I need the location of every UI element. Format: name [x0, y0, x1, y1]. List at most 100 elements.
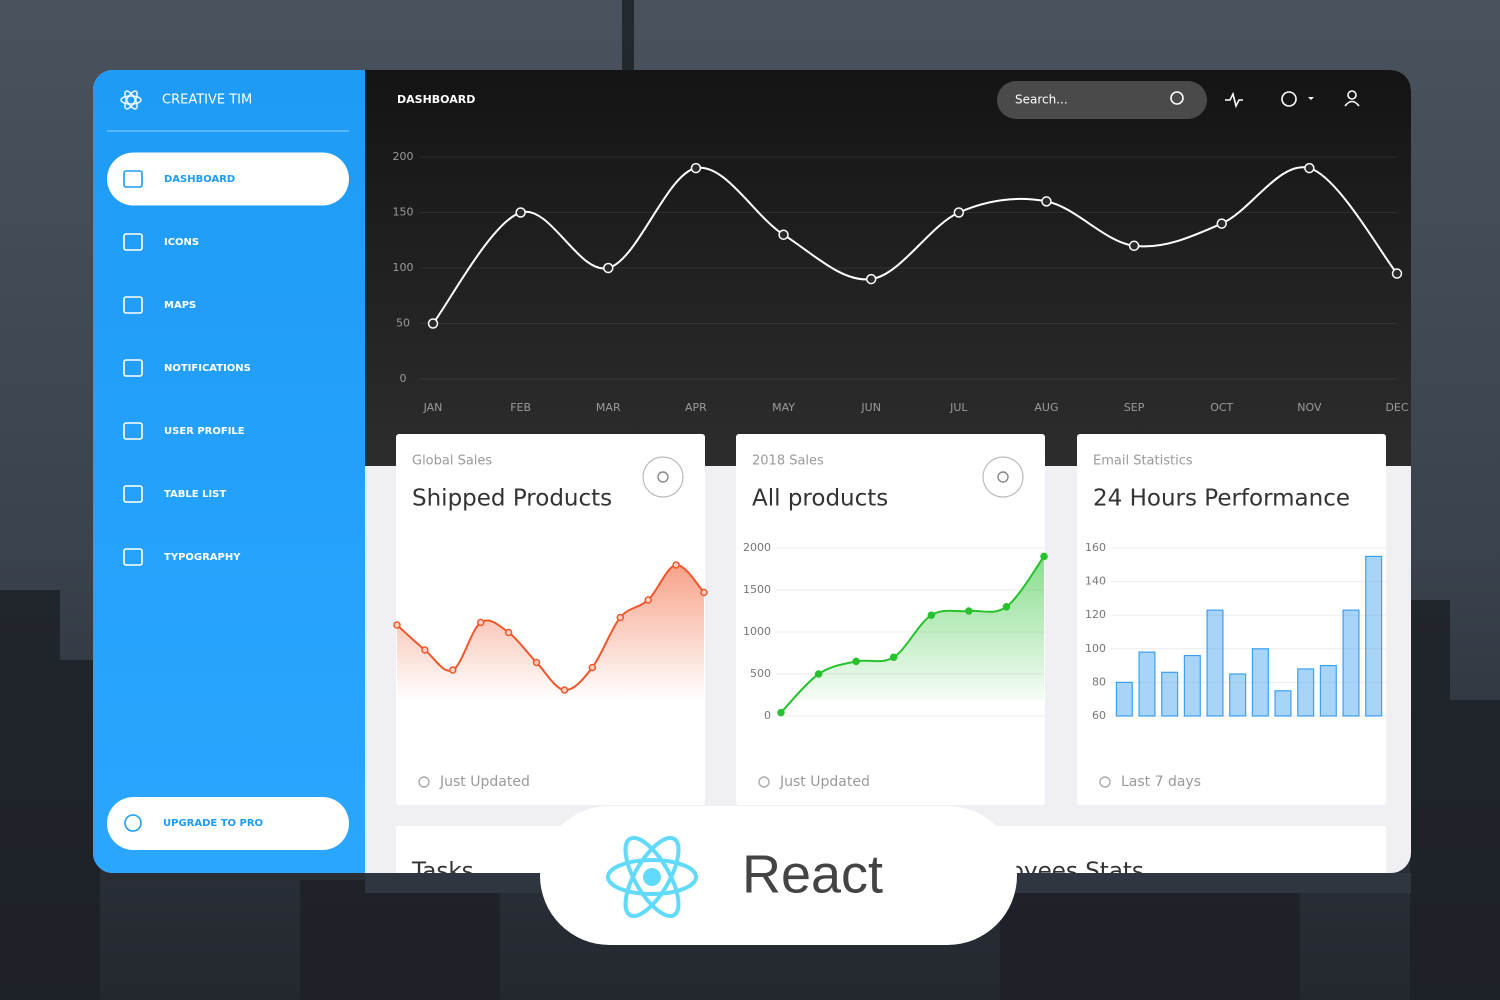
point	[852, 657, 860, 666]
card-title: All products	[752, 486, 888, 512]
point	[603, 262, 614, 274]
bar	[1206, 609, 1224, 717]
point	[504, 628, 513, 637]
main-chart: 0 50 100 150 200 JAN FEB MAR APR MAY JUN JUL AUG SEP O…	[393, 150, 1409, 414]
bar	[1161, 671, 1179, 717]
point	[1128, 240, 1140, 252]
nav-icon	[123, 359, 143, 377]
nav-label[interactable]: DASHBOARD	[164, 174, 235, 185]
y-tick-label: 100	[393, 261, 414, 274]
nav-icon	[123, 422, 143, 440]
y-tick-label: 200	[393, 150, 414, 163]
y-tick-label: 150	[393, 206, 414, 219]
card	[1077, 434, 1386, 805]
point	[814, 670, 823, 678]
point	[1216, 218, 1227, 229]
x-tick-label: OCT	[1210, 401, 1233, 414]
point	[777, 708, 785, 717]
nav-label[interactable]: TABLE LIST	[164, 489, 226, 500]
nav-label[interactable]: USER PROFILE	[164, 426, 245, 437]
bar	[1229, 673, 1247, 717]
nav-icon	[123, 548, 143, 566]
upgrade-button[interactable]	[107, 797, 349, 850]
y-tick-label: 140	[1085, 575, 1106, 588]
user-icon[interactable]	[1347, 90, 1357, 100]
footer-icon	[758, 776, 770, 788]
point	[927, 611, 936, 619]
settings-button[interactable]	[642, 456, 684, 498]
globe-icon[interactable]	[1281, 91, 1297, 107]
card-chart	[393, 561, 708, 700]
x-tick-label: AUG	[1034, 401, 1058, 414]
area	[781, 556, 1044, 713]
nav-label[interactable]: MAPS	[164, 300, 196, 311]
point	[865, 273, 877, 285]
y-tick-label: 0	[400, 372, 407, 385]
settings-icon	[997, 471, 1009, 483]
point	[644, 596, 652, 604]
point	[393, 621, 401, 629]
nav-icon	[123, 485, 143, 503]
point	[1304, 162, 1315, 174]
upgrade-label[interactable]: UPGRADE TO PRO	[163, 818, 263, 829]
bar	[1365, 555, 1383, 717]
nav-icon	[123, 296, 143, 314]
bar	[1183, 654, 1201, 717]
nav-label[interactable]: NOTIFICATIONS	[164, 363, 251, 374]
bar	[1274, 690, 1292, 717]
y-tick-label: 60	[1092, 709, 1106, 722]
x-tick-label: JUL	[949, 401, 968, 414]
point	[1002, 603, 1011, 611]
point	[889, 653, 898, 661]
card-footer: Just Updated	[439, 774, 530, 790]
brand: CREATIVE TIM	[120, 90, 252, 110]
activity-icon[interactable]	[1225, 91, 1243, 109]
nav-icon	[123, 233, 143, 251]
x-tick-label: JAN	[423, 401, 443, 414]
nav-label[interactable]: ICONS	[164, 237, 199, 248]
card-chart: 0 500 1000 1500 2000	[743, 541, 1048, 722]
card-title: 24 Hours Performance	[1093, 486, 1350, 512]
footer-icon	[1099, 776, 1111, 788]
point	[690, 162, 702, 174]
point	[532, 658, 541, 667]
point	[953, 207, 965, 218]
line	[432, 166, 1398, 325]
nav-icon	[123, 170, 143, 188]
badge-label: React	[742, 844, 883, 904]
y-tick-label: 100	[1085, 642, 1106, 655]
point	[421, 646, 429, 654]
card	[736, 434, 1045, 805]
page-title: DASHBOARD	[397, 93, 475, 106]
point	[672, 561, 680, 569]
x-tick-label: SEP	[1124, 401, 1145, 414]
settings-icon	[657, 471, 669, 483]
y-tick-label: 50	[396, 317, 410, 330]
search-icon[interactable]	[1170, 91, 1184, 105]
card-subtitle: 2018 Sales	[752, 454, 824, 469]
bar	[1251, 648, 1269, 717]
caret	[1308, 97, 1314, 100]
top-panel	[365, 70, 1411, 466]
y-tick-label: 500	[750, 667, 771, 680]
card	[960, 826, 1386, 873]
search-placeholder: Search...	[1015, 93, 1068, 107]
card-chart: 60 80 100 120 140 160	[1085, 541, 1386, 722]
card	[396, 434, 705, 805]
y-tick-label: 2000	[743, 541, 771, 554]
y-tick-label: 120	[1085, 608, 1106, 621]
card-footer: Just Updated	[779, 774, 870, 790]
x-tick-label: FEB	[510, 401, 531, 414]
y-tick-label: 80	[1092, 675, 1106, 688]
card-subtitle: Global Sales	[412, 454, 492, 469]
point	[1040, 552, 1048, 561]
y-tick-label: 1500	[743, 583, 771, 596]
x-tick-label: APR	[685, 401, 707, 414]
nav-label[interactable]: TYPOGRAPHY	[164, 552, 241, 563]
nav-active	[107, 152, 349, 206]
y-tick-label: 0	[764, 709, 771, 722]
search-box[interactable]	[997, 81, 1207, 119]
settings-button[interactable]	[982, 456, 1024, 498]
brand-name: CREATIVE TIM	[162, 93, 252, 108]
